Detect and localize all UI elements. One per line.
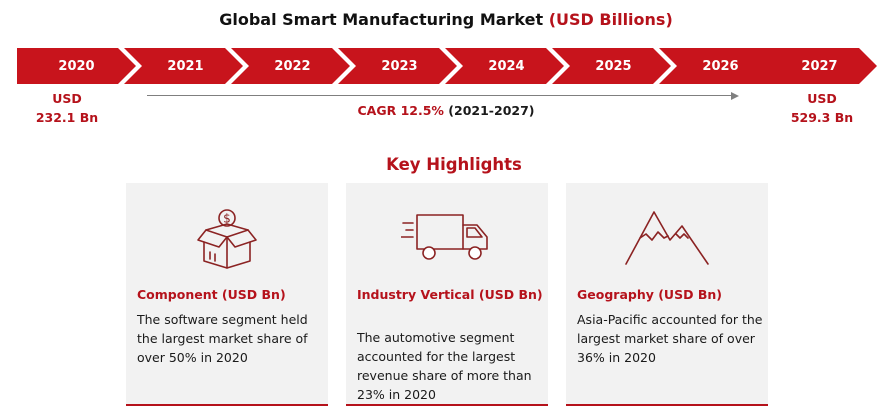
timeline-year-2026: 2026 [659,48,778,84]
svg-text:$: $ [223,212,231,226]
end-value: USD 529.3 Bn [777,89,867,127]
mountains-icon [566,201,768,273]
card-title: Industry Vertical (USD Bn) [357,287,543,302]
start-value-amount: 232.1 Bn [35,110,99,125]
highlight-card-geography: Geography (USD Bn) Asia-Pacific accounte… [566,183,768,406]
cagr-arrow-line [147,95,737,96]
cagr-period: (2021-2027) [443,103,535,118]
page-title: Global Smart Manufacturing Market (USD B… [0,10,892,29]
card-title: Component (USD Bn) [137,287,286,302]
card-title: Geography (USD Bn) [577,287,722,302]
highlight-card-industry-vertical: Industry Vertical (USD Bn) The automotiv… [346,183,548,406]
timeline-year-2023: 2023 [338,48,457,84]
timeline-year-2024: 2024 [445,48,564,84]
timeline-year-2025: 2025 [552,48,671,84]
timeline-year-2021: 2021 [124,48,243,84]
cagr-arrowhead-icon [731,91,739,100]
timeline-year-2027: 2027 [758,48,877,84]
card-text: The software segment held the largest ma… [137,312,308,365]
year-timeline: 2020 2021 2022 2023 2024 2025 2026 2027 [17,48,877,84]
end-value-amount: 529.3 Bn [790,110,854,125]
highlight-card-component: $ Component (USD Bn) The software segmen… [126,183,328,406]
title-main: Global Smart Manufacturing Market [219,10,549,29]
title-accent: (USD Billions) [548,10,673,29]
money-box-icon: $ [126,201,328,273]
start-value: USD 232.1 Bn [22,89,112,127]
card-text: Asia-Pacific accounted for the largest m… [577,312,763,365]
start-value-currency: USD [52,91,82,106]
cagr-value: CAGR 12.5% [357,103,444,118]
timeline-year-2020: 2020 [17,48,136,84]
timeline-year-2022: 2022 [231,48,350,84]
end-value-currency: USD [807,91,837,106]
key-highlights-heading: Key Highlights [386,155,522,174]
cagr-label: CAGR 12.5% (2021-2027) [0,103,892,118]
card-text: The automotive segment accounted for the… [357,330,532,402]
delivery-truck-icon [346,201,548,273]
